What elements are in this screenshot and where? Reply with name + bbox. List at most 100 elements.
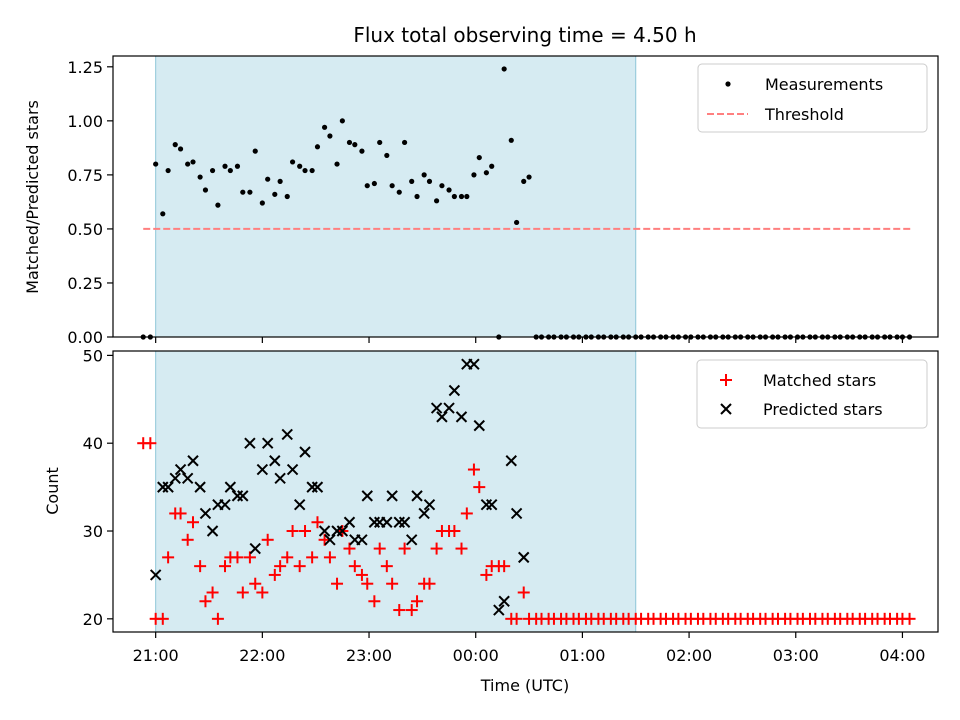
predicted-star-point [199, 507, 212, 520]
top-ytick-label: 0.00 [67, 328, 103, 347]
bottom-ytick-label: 40 [83, 434, 103, 453]
matched-star-point [460, 507, 473, 520]
predicted-star-point-b [219, 498, 231, 511]
predicted-star-point-b [274, 472, 286, 485]
matched-star-point [274, 560, 287, 573]
predicted-star-point-b [149, 569, 162, 581]
matched-star-point [380, 560, 393, 573]
top-x-ticks [155, 337, 904, 343]
matched-star-point [144, 437, 157, 450]
chart-title: Flux total observing time = 4.50 h [353, 23, 696, 47]
predicted-star-point [181, 472, 194, 485]
bottom-ytick-label: 50 [83, 346, 103, 365]
matched-star-point [293, 560, 306, 573]
measurement-point [272, 191, 278, 197]
bottom-legend-box [696, 359, 928, 429]
measurement-point [153, 161, 159, 167]
matched-star-point [467, 463, 480, 476]
bottom-xtick-label: 02:00 [666, 646, 712, 665]
measurement-point [177, 146, 184, 152]
measurement-point [265, 176, 271, 182]
predicted-star-point-b [199, 507, 212, 520]
matched-star-point [510, 612, 523, 625]
measurement-point [352, 142, 358, 148]
predicted-star-point [286, 463, 299, 476]
measurement-point [339, 118, 345, 124]
matched-star-point [156, 612, 169, 625]
measurement-point [476, 154, 482, 161]
matched-star-point [162, 551, 175, 564]
legend-label-matched: Matched stars [763, 371, 876, 390]
predicted-star-point-b [405, 534, 418, 546]
predicted-star-point [473, 419, 485, 432]
measurement-point [160, 211, 166, 217]
measurement-point [439, 183, 445, 189]
predicted-star-point-b [411, 490, 423, 502]
measurement-point [327, 133, 333, 139]
predicted-star-point [269, 455, 281, 467]
measurement-point [309, 167, 315, 174]
predicted-star-point-b [194, 481, 206, 493]
predicted-star-point-b [436, 411, 448, 423]
predicted-star-point [505, 455, 517, 467]
predicted-star-point-b [361, 490, 373, 502]
matched-star-point [423, 577, 436, 590]
measurement-point [165, 167, 171, 174]
measurement-point [483, 170, 489, 176]
measurement-point [247, 189, 253, 195]
legend-label-predicted: Predicted stars [763, 400, 883, 419]
predicted-star-point [249, 542, 261, 555]
predicted-star-point-b [261, 437, 274, 449]
matched-star-point [355, 568, 368, 581]
measurement-point [489, 163, 495, 169]
measurement-point [259, 200, 265, 206]
predicted-star-point [187, 455, 199, 467]
measurement-point [240, 189, 246, 195]
measurement-point [446, 187, 452, 193]
predicted-star-point [261, 437, 274, 449]
top-y-ticks: 0.00 0.25 0.50 0.75 1.00 1.25 [67, 58, 113, 347]
predicted-star-point-b [299, 446, 311, 458]
predicted-star-point-b [510, 507, 523, 520]
measurement-point [321, 124, 328, 130]
predicted-star-point-b [430, 402, 443, 414]
predicted-star-point-b [286, 463, 299, 476]
x-axis-label: Time (UTC) [480, 676, 569, 695]
matched-star-point [411, 595, 424, 608]
bottom-xtick-label: 22:00 [239, 646, 285, 665]
matched-star-point [430, 542, 443, 555]
predicted-star-point-b [336, 525, 349, 537]
matched-star-point [386, 577, 399, 590]
predicted-star-point [169, 472, 181, 485]
measurement-point [202, 187, 209, 193]
matched-star-point [219, 560, 232, 573]
matched-star-point [268, 568, 281, 581]
predicted-star-point [398, 516, 411, 528]
predicted-star-point [418, 507, 430, 520]
predicted-star-point-b [518, 551, 530, 564]
predicted-star-point [244, 437, 256, 449]
bottom-y-ticks: 20 30 40 50 [83, 346, 113, 629]
bottom-xtick-label: 04:00 [879, 646, 925, 665]
matched-star-point [281, 551, 294, 564]
measurement-point [364, 183, 370, 189]
predicted-star-point [381, 516, 393, 528]
measurement-point [277, 178, 283, 184]
bottom-y-axis-label: Count [43, 467, 62, 515]
matched-star-point [206, 586, 219, 599]
matched-star-point [211, 612, 224, 625]
predicted-star-point-b [269, 455, 281, 467]
matched-star-point [331, 577, 344, 590]
bottom-xtick-label: 01:00 [559, 646, 605, 665]
top-ytick-label: 1.00 [67, 112, 103, 131]
bottom-xtick-label: 03:00 [773, 646, 819, 665]
predicted-star-point-b [473, 419, 485, 432]
predicted-star-point-b [318, 525, 331, 537]
measurement-point [234, 163, 241, 169]
predicted-star-point [443, 402, 455, 414]
matched-star-points [137, 437, 916, 625]
predicted-star-point-b [386, 490, 398, 502]
predicted-star-point-b [356, 534, 368, 546]
top-ytick-label: 0.50 [67, 220, 103, 239]
